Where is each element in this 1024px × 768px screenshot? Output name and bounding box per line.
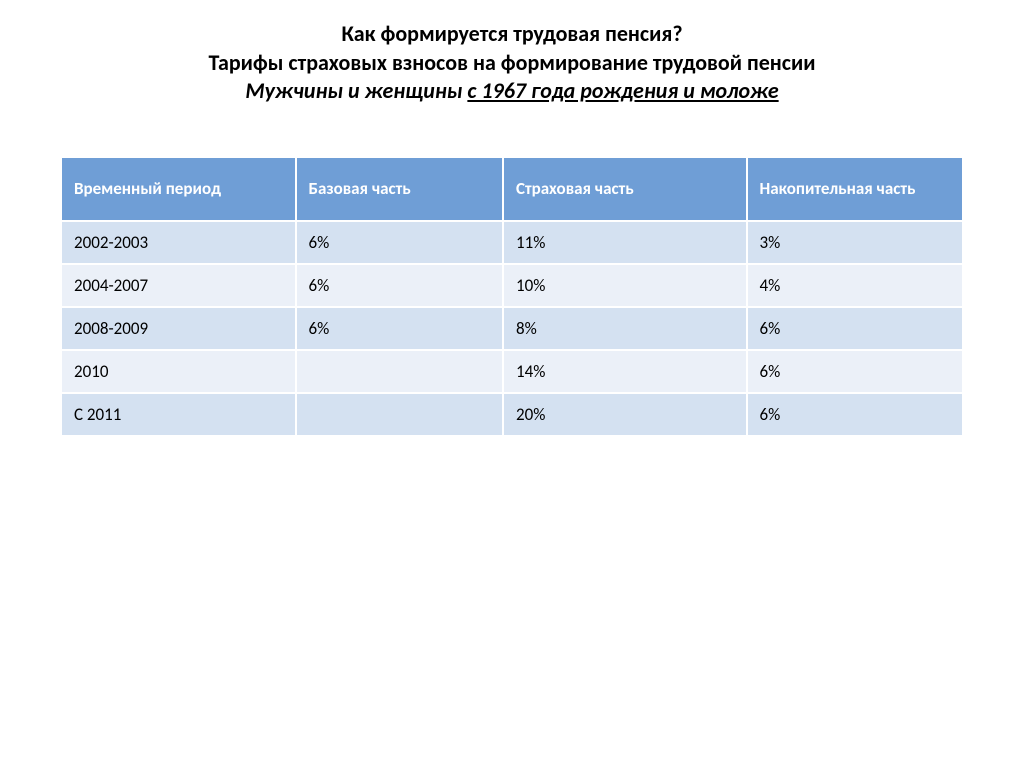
title-line-1: Как формируется трудовая пенсия? <box>60 20 964 49</box>
subtitle-line: Мужчины и женщины с 1967 года рождения и… <box>60 77 964 106</box>
table-header-row: Временный период Базовая часть Страховая… <box>61 157 963 221</box>
cell-period: 2008-2009 <box>61 307 296 350</box>
cell-insurance: 8% <box>503 307 747 350</box>
cell-accum: 6% <box>747 307 964 350</box>
col-header-insurance: Страховая часть <box>503 157 747 221</box>
table-row: 2008-2009 6% 8% 6% <box>61 307 963 350</box>
title-line-2: Тарифы страховых взносов на формирование… <box>60 49 964 78</box>
table-row: 2004-2007 6% 10% 4% <box>61 264 963 307</box>
cell-insurance: 11% <box>503 221 747 264</box>
col-header-period: Временный период <box>61 157 296 221</box>
cell-insurance: 20% <box>503 393 747 436</box>
cell-base: 6% <box>296 221 503 264</box>
cell-accum: 3% <box>747 221 964 264</box>
table-row: С 2011 20% 6% <box>61 393 963 436</box>
subtitle-underlined: с 1967 года рождения и моложе <box>467 77 778 104</box>
cell-period: 2010 <box>61 350 296 393</box>
table-row: 2010 14% 6% <box>61 350 963 393</box>
slide: Как формируется трудовая пенсия? Тарифы … <box>0 0 1024 768</box>
col-header-base: Базовая часть <box>296 157 503 221</box>
cell-base: 6% <box>296 264 503 307</box>
cell-base <box>296 393 503 436</box>
cell-period: 2002-2003 <box>61 221 296 264</box>
cell-period: 2004-2007 <box>61 264 296 307</box>
cell-insurance: 14% <box>503 350 747 393</box>
cell-base: 6% <box>296 307 503 350</box>
cell-accum: 6% <box>747 393 964 436</box>
table-row: 2002-2003 6% 11% 3% <box>61 221 963 264</box>
cell-insurance: 10% <box>503 264 747 307</box>
col-header-accum: Накопительная часть <box>747 157 964 221</box>
title-block: Как формируется трудовая пенсия? Тарифы … <box>60 20 964 106</box>
cell-base <box>296 350 503 393</box>
subtitle-prefix: Мужчины и женщины <box>245 77 467 104</box>
cell-accum: 6% <box>747 350 964 393</box>
cell-period: С 2011 <box>61 393 296 436</box>
pension-table: Временный период Базовая часть Страховая… <box>60 156 964 437</box>
cell-accum: 4% <box>747 264 964 307</box>
